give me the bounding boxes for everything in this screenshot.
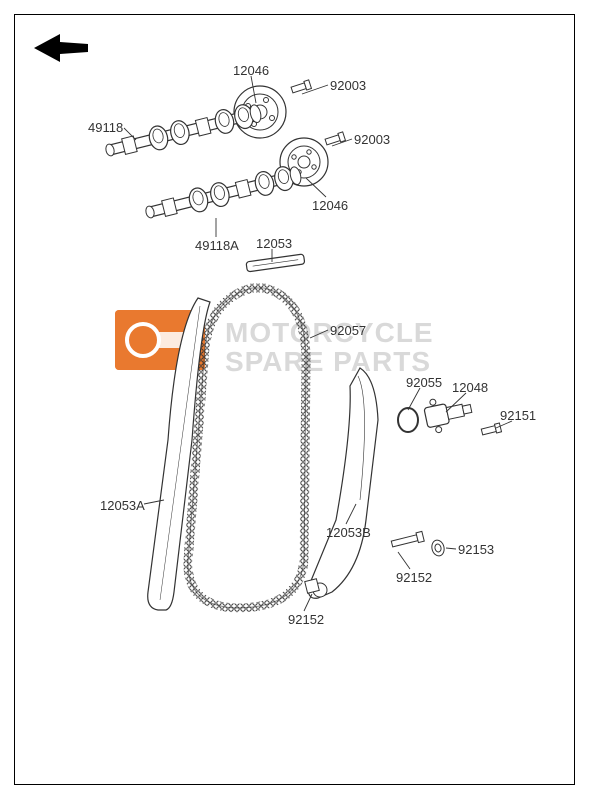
part-guide-plate bbox=[246, 254, 305, 272]
label-12046-top: 12046 bbox=[233, 63, 269, 78]
label-92151: 92151 bbox=[500, 408, 536, 423]
label-12053: 12053 bbox=[256, 236, 292, 251]
part-guide-right bbox=[308, 368, 378, 598]
label-12053B: 12053B bbox=[326, 525, 371, 540]
part-bolt-guide bbox=[391, 531, 424, 548]
label-92055: 92055 bbox=[406, 375, 442, 390]
label-92153: 92153 bbox=[458, 542, 494, 557]
label-92057: 92057 bbox=[330, 323, 366, 338]
label-12048: 12048 bbox=[452, 380, 488, 395]
label-12046-r: 12046 bbox=[312, 198, 348, 213]
part-bolt-tensioner bbox=[481, 423, 502, 436]
part-washer-guide bbox=[430, 539, 446, 557]
label-92152-l: 92152 bbox=[288, 612, 324, 627]
label-12053A: 12053A bbox=[100, 498, 145, 513]
part-camshaft-bottom bbox=[143, 163, 303, 225]
label-92003-top: 92003 bbox=[330, 78, 366, 93]
label-49118: 49118 bbox=[88, 120, 123, 135]
part-oring bbox=[398, 408, 418, 432]
part-chain bbox=[188, 288, 306, 608]
part-tensioner bbox=[422, 392, 474, 435]
label-92152-r: 92152 bbox=[396, 570, 432, 585]
label-49118A: 49118A bbox=[195, 238, 239, 253]
part-bolt-right bbox=[325, 132, 346, 146]
part-collar bbox=[305, 579, 320, 594]
label-92003-r: 92003 bbox=[354, 132, 390, 147]
